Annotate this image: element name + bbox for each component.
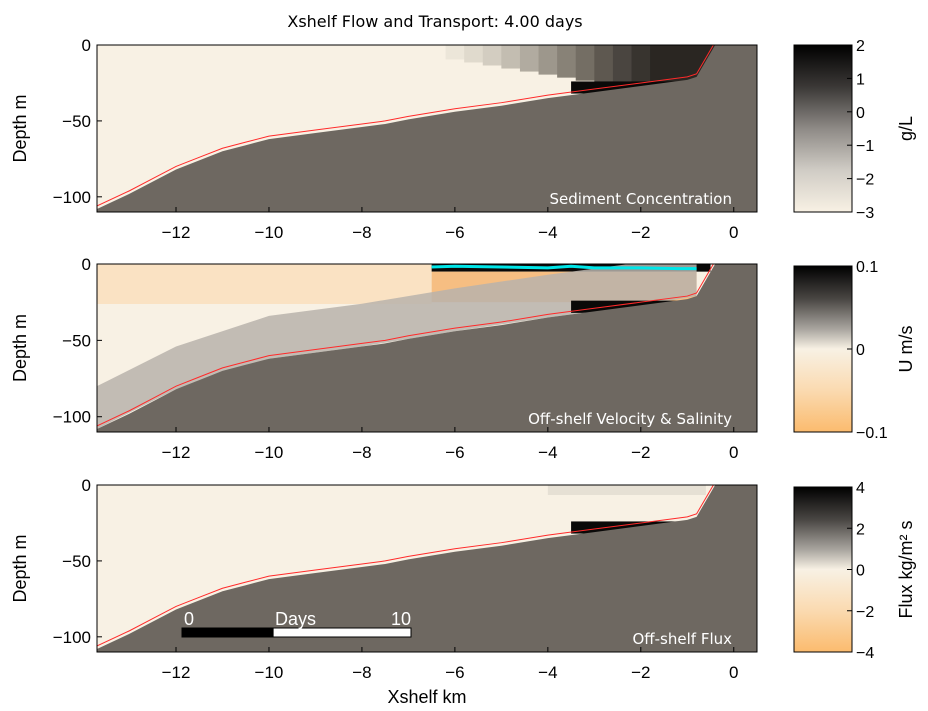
x-tick-label: −6 (445, 443, 464, 462)
colorbar-tick-label: −3 (856, 205, 874, 222)
time-bar: 0 Days 10 (181, 609, 412, 638)
colorbar: 2 1 0 −1 −2 −3 g/L (793, 38, 916, 222)
bottom-boundary-line (97, 264, 714, 427)
sediment-cell (501, 45, 521, 69)
time-bar-start-label: 0 (184, 609, 194, 629)
x-tick-label: −2 (631, 223, 650, 242)
y-tick-label: −50 (62, 112, 91, 131)
x-tick-label: −6 (445, 663, 464, 682)
seabed (97, 264, 757, 432)
colorbar-tick-label: 0 (856, 563, 865, 580)
colorbar-tick-label: 4 (856, 480, 865, 497)
time-bar-label: Days (275, 609, 316, 629)
colorbar-gradient (793, 486, 853, 653)
time-bar-end-label: 10 (391, 609, 411, 629)
colorbar-tick-label: −2 (856, 172, 874, 189)
bottom-boundary-line (97, 45, 714, 207)
plot-frame (96, 263, 758, 433)
y-axis-label: Depth m (10, 534, 30, 602)
x-tick-label: −4 (538, 443, 557, 462)
colorbar: 0.1 0 −0.1 U m/s (793, 259, 916, 442)
sediment-cell (464, 45, 484, 63)
x-tick-label: −10 (255, 223, 284, 242)
colorbar-tick-label: 1 (856, 71, 865, 88)
y-tick-label: 0 (82, 36, 91, 55)
sediment-cell (575, 45, 596, 81)
bottom-boundary-line (97, 485, 714, 647)
x-tick-label: −10 (255, 663, 284, 682)
seabed (97, 485, 757, 652)
seabed (97, 45, 757, 212)
time-bar-fill (182, 628, 274, 637)
colorbar-label: Flux kg/m² s (896, 520, 916, 618)
colorbar-tick-label: 0 (856, 105, 865, 122)
y-tick-label: −50 (62, 552, 91, 571)
sediment-cell (612, 45, 633, 87)
colorbar-tick-label: 0.1 (856, 259, 878, 276)
x-axis-label: Xshelf km (387, 687, 466, 707)
colorbar-tick-label: −4 (856, 645, 874, 662)
y-tick-label: 0 (82, 476, 91, 495)
sediment-cell (482, 45, 503, 66)
panel-label: Off-shelf Flux (633, 630, 733, 648)
y-tick-label: −100 (53, 188, 91, 207)
salinity-front-line (431, 264, 697, 271)
x-tick-label: −12 (162, 223, 191, 242)
colorbar-tick-label: 2 (856, 521, 865, 538)
y-axis-label: Depth m (10, 314, 30, 382)
y-axis-label: Depth m (10, 94, 30, 162)
bottom-offshore-flow (97, 264, 697, 429)
x-tick-label: −4 (538, 663, 557, 682)
colorbar-tick-label: −0.1 (856, 425, 888, 442)
sediment-cell (557, 45, 577, 78)
x-tick-label: −8 (352, 223, 371, 242)
panel-3: −12 −10 −8 −6 −4 −2 0 0 −50 −100 Depth m Off-shelf … (10, 476, 916, 707)
colorbar-tick-label: 2 (856, 38, 865, 55)
plot-area (97, 264, 757, 432)
plot-area (97, 485, 757, 652)
sediment-cell (519, 45, 540, 72)
x-tick-label: −6 (445, 223, 464, 242)
colorbar-label: U m/s (896, 326, 916, 373)
colorbar-tick-label: 0 (856, 342, 865, 359)
plot-frame (96, 44, 758, 213)
sediment-cell (631, 45, 652, 90)
sediment-cell (594, 45, 614, 84)
onshore-flow-region (97, 264, 432, 304)
x-tick-label: −2 (631, 443, 650, 462)
y-tick-label: −50 (62, 331, 91, 350)
panel-label: Sediment Concentration (549, 190, 732, 208)
sediment-cell (445, 45, 466, 60)
x-tick-label: −12 (162, 443, 191, 462)
colorbar-tick-label: −2 (856, 604, 874, 621)
panel-2: −12 −10 −8 −6 −4 −2 0 0 −50 −100 Depth m Off-shelf … (10, 255, 916, 462)
x-tick-label: −8 (352, 443, 371, 462)
x-tick-label: −2 (631, 663, 650, 682)
colorbar-gradient (793, 44, 853, 213)
y-tick-label: 0 (82, 255, 91, 274)
figure-title: Xshelf Flow and Transport: 4.00 days (287, 12, 582, 31)
sediment-cell (538, 45, 559, 75)
panel-label: Off-shelf Velocity & Salinity (528, 410, 732, 428)
y-tick-label: −100 (53, 628, 91, 647)
colorbar-label: g/L (896, 116, 916, 141)
x-tick-label: −12 (162, 663, 191, 682)
x-tick-label: −8 (352, 663, 371, 682)
surface-jet (431, 264, 711, 272)
x-tick-label: 0 (729, 223, 738, 242)
plot-frame (96, 484, 758, 653)
x-tick-label: 0 (729, 443, 738, 462)
x-tick-label: 0 (729, 663, 738, 682)
flux-surface-cell (547, 485, 706, 495)
colorbar-tick-label: −1 (856, 138, 874, 155)
x-tick-label: −4 (538, 223, 557, 242)
x-tick-label: −10 (255, 443, 284, 462)
colorbar-gradient (793, 265, 853, 433)
colorbar: 4 2 0 −2 −4 Flux kg/m² s (793, 480, 916, 662)
plot-area (97, 45, 757, 212)
y-tick-label: −100 (53, 408, 91, 427)
